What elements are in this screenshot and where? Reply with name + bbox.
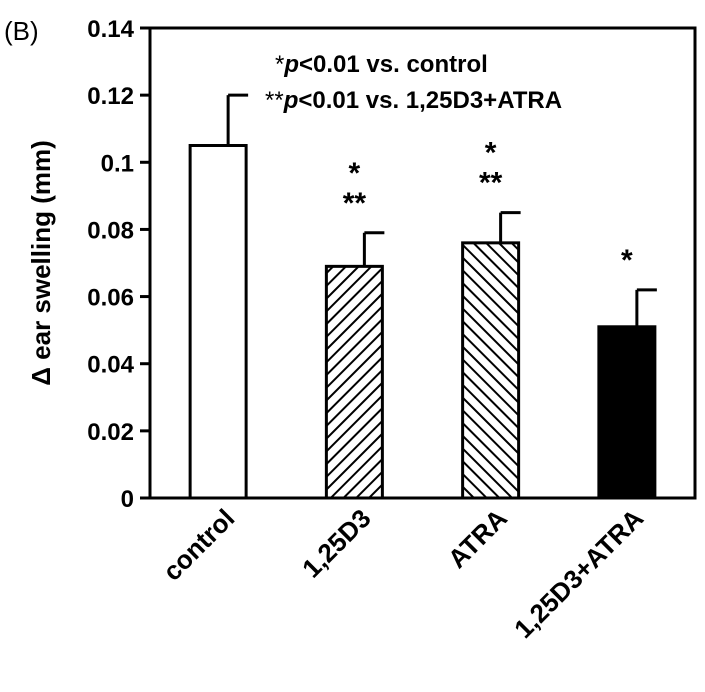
bar-0 [188,144,248,500]
significance-mark: * [621,244,633,277]
bar-1 [324,264,384,500]
annotation-legend: *p<0.01 vs. control **p<0.01 vs. 1,25D3+… [265,51,562,114]
y-tick-label: 0.04 [87,352,134,379]
x-tick-label: control [157,503,241,587]
x-tick-label: ATRA [442,503,513,574]
y-tick-label: 0.1 [101,150,134,177]
annotation-note-1-text: <0.01 vs. control [299,51,488,78]
y-axis-title-group: Δ ear swelling (mm) [26,140,56,386]
y-axis: 0 0.02 0.04 0.06 0.08 0.1 0.12 0.14 [87,16,150,513]
y-tick-label: 0.12 [87,83,134,110]
bar-3 [597,325,657,500]
significance-mark: ** [479,167,503,200]
y-tick-label: 0.02 [87,419,134,446]
y-tick-label: 0.14 [87,16,134,43]
annotation-note-2-text: <0.01 vs. 1,25D3+ATRA [298,87,562,114]
y-tick-label: 0.06 [87,285,134,312]
annotation-note-1-p: p [283,51,299,78]
significance-mark: * [349,157,361,190]
bar-2 [461,241,521,500]
annotation-note-1-stars: * [275,51,284,78]
x-tick-label: 1,25D3+ATRA [508,503,649,644]
annotation-note-2-p: p [283,87,299,114]
annotation-note-2: **p<0.01 vs. 1,25D3+ATRA [265,87,562,114]
y-axis-title: Δ ear swelling (mm) [26,140,56,386]
y-tick-label: 0.08 [87,217,134,244]
plot-frame [148,26,697,500]
significance-mark: ** [343,187,367,220]
panel-label: (B) [4,16,39,46]
significance-mark: * [485,137,497,170]
bars: ******* [188,93,657,500]
annotation-note-2-stars: ** [265,87,284,114]
x-tick-label: 1,25D3 [296,503,376,583]
y-tick-label: 0 [121,486,134,513]
annotation-note-1: *p<0.01 vs. control [275,51,488,78]
